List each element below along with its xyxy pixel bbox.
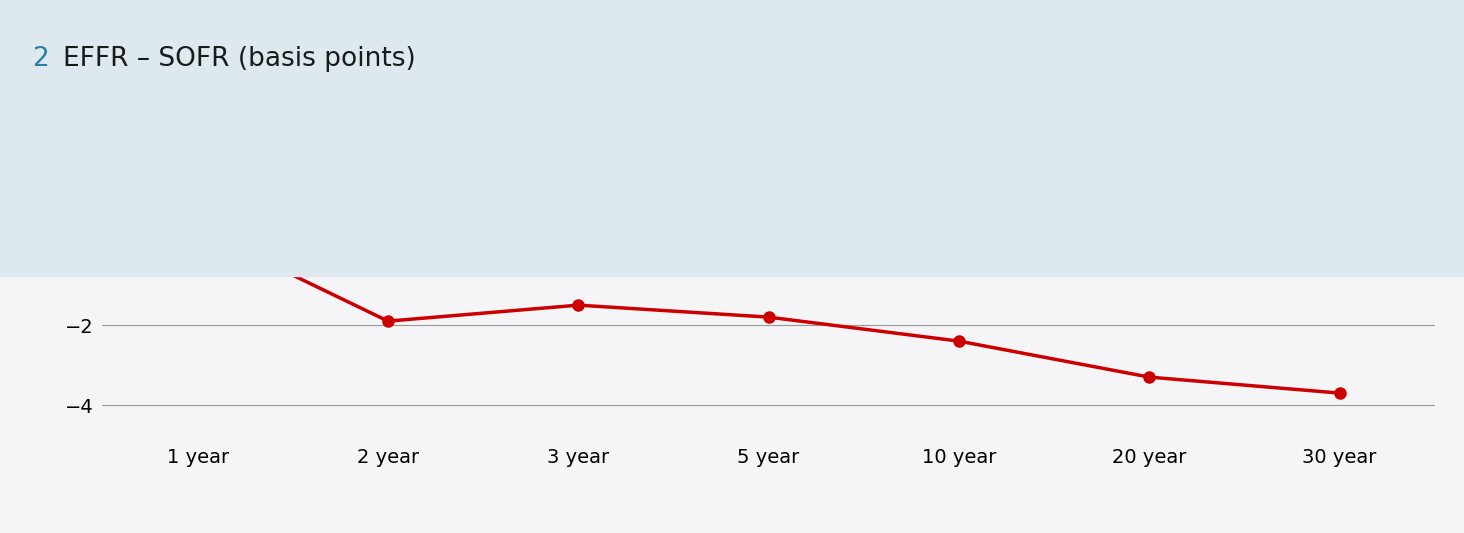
Text: 2: 2 [32, 46, 48, 71]
Text: EFFR – SOFR (basis points): EFFR – SOFR (basis points) [63, 46, 416, 71]
